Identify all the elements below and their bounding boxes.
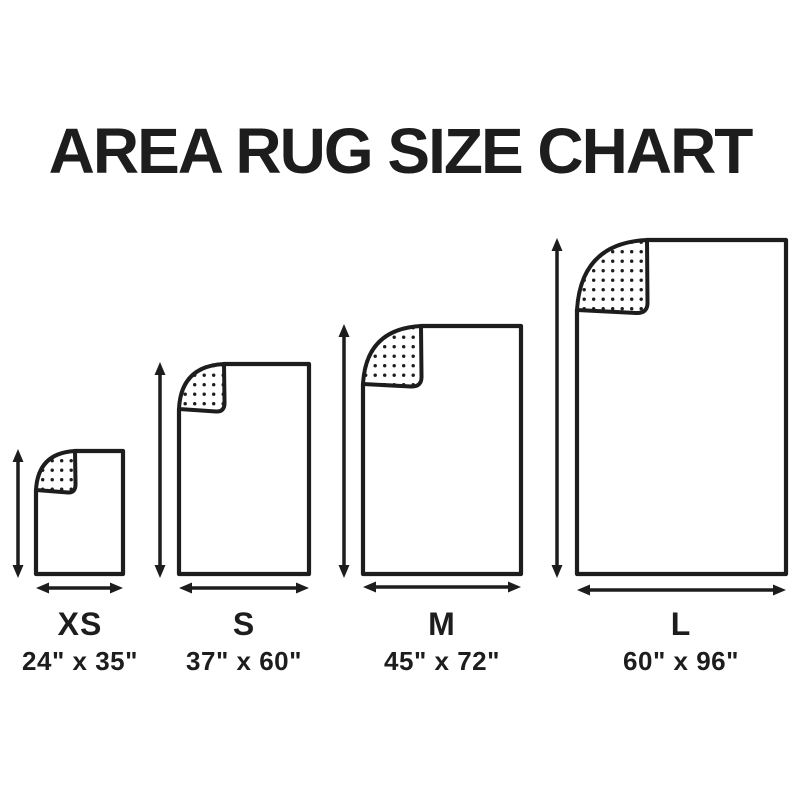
width-arrow-icon [363, 581, 521, 593]
width-arrow-icon [179, 582, 309, 594]
height-arrow-icon [338, 324, 350, 578]
rug-m [338, 323, 524, 593]
height-arrow-icon [551, 238, 563, 578]
page-title: AREA RUG SIZE CHART [48, 115, 754, 187]
size-label-l: L [670, 606, 692, 642]
rug-fold-corner-icon [34, 449, 78, 495]
size-label-xs: XS [57, 606, 103, 642]
size-label-m: M [428, 606, 456, 642]
width-arrow-icon [577, 584, 786, 596]
rug-body [574, 237, 789, 577]
dimensions-m: 45" x 72" [384, 646, 500, 676]
rug-body [176, 361, 312, 577]
rug-fold-corner-icon [177, 362, 227, 414]
rug-s [154, 361, 312, 594]
dimensions-s: 37" x 60" [186, 646, 302, 676]
rug-xs [12, 448, 126, 594]
rug-fold-corner-icon [575, 238, 650, 316]
dimensions-xs: 24" x 35" [22, 646, 138, 676]
size-label-s: S [232, 606, 256, 642]
height-arrow-icon [154, 362, 166, 578]
rug-fold-corner-icon [361, 324, 424, 389]
rug-l [551, 237, 789, 596]
height-arrow-icon [12, 449, 24, 578]
dimensions-l: 60" x 96" [623, 646, 739, 676]
width-arrow-icon [36, 582, 123, 594]
